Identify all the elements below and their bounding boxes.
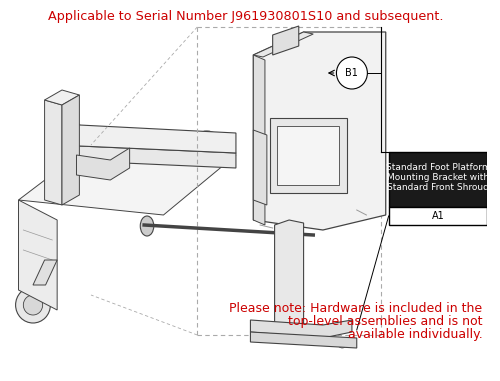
- Circle shape: [86, 195, 96, 205]
- Polygon shape: [33, 260, 57, 285]
- Polygon shape: [18, 200, 57, 310]
- Text: Standard Foot Platform
Mounting Bracket with
Standard Front Shroud: Standard Foot Platform Mounting Bracket …: [386, 163, 490, 192]
- Circle shape: [48, 155, 58, 165]
- Polygon shape: [270, 118, 347, 193]
- Circle shape: [285, 245, 293, 253]
- Ellipse shape: [292, 53, 335, 117]
- Polygon shape: [278, 126, 340, 185]
- Circle shape: [285, 236, 293, 244]
- Circle shape: [285, 297, 293, 305]
- Polygon shape: [250, 320, 352, 338]
- Circle shape: [285, 253, 293, 261]
- Text: B1: B1: [346, 68, 358, 78]
- Text: A1: A1: [432, 211, 444, 221]
- Circle shape: [48, 115, 58, 125]
- Circle shape: [24, 295, 42, 315]
- Polygon shape: [44, 90, 80, 105]
- Circle shape: [336, 57, 368, 89]
- Polygon shape: [62, 95, 80, 205]
- Circle shape: [285, 271, 293, 279]
- Polygon shape: [254, 32, 386, 230]
- Circle shape: [145, 201, 153, 209]
- Text: available individually.: available individually.: [348, 328, 482, 341]
- Circle shape: [48, 135, 58, 145]
- Text: top-level assemblies and is not: top-level assemblies and is not: [288, 315, 482, 328]
- Circle shape: [326, 188, 340, 202]
- Ellipse shape: [200, 135, 213, 145]
- Polygon shape: [274, 220, 304, 330]
- Circle shape: [256, 332, 265, 342]
- Circle shape: [285, 262, 293, 270]
- Polygon shape: [76, 148, 130, 180]
- Circle shape: [16, 287, 50, 323]
- Polygon shape: [57, 145, 236, 168]
- Circle shape: [338, 338, 347, 348]
- Polygon shape: [250, 332, 356, 348]
- Polygon shape: [272, 26, 299, 55]
- Polygon shape: [57, 125, 236, 153]
- Ellipse shape: [196, 131, 218, 149]
- Polygon shape: [254, 32, 314, 57]
- Circle shape: [285, 306, 293, 314]
- Ellipse shape: [52, 119, 82, 141]
- Polygon shape: [18, 145, 236, 215]
- Ellipse shape: [140, 216, 154, 236]
- Polygon shape: [254, 55, 265, 225]
- Circle shape: [285, 288, 293, 296]
- Text: Applicable to Serial Number J961930801S10 and subsequent.: Applicable to Serial Number J961930801S1…: [48, 10, 444, 23]
- Bar: [388, 152, 487, 207]
- Ellipse shape: [58, 123, 76, 137]
- Polygon shape: [44, 100, 62, 205]
- Bar: [388, 207, 487, 225]
- Polygon shape: [254, 130, 267, 205]
- Circle shape: [285, 280, 293, 288]
- Ellipse shape: [299, 61, 328, 109]
- Text: Please note: Hardware is included in the: Please note: Hardware is included in the: [230, 302, 482, 315]
